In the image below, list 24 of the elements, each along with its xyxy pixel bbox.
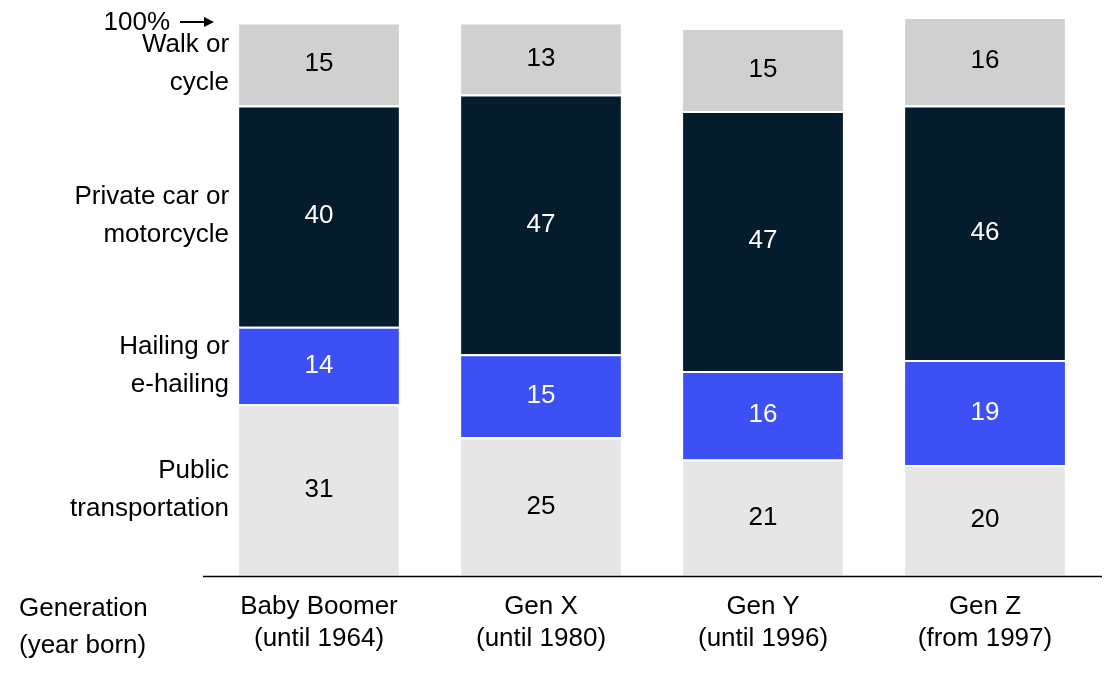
x-tick-label: Gen X (until 1980) <box>475 590 607 652</box>
x-tick-label: Gen Y (until 1996) <box>697 590 829 652</box>
data-label: 47 <box>748 224 778 255</box>
data-label: 15 <box>748 52 778 83</box>
data-label: 20 <box>970 503 1000 534</box>
data-label: 40 <box>304 199 334 230</box>
data-label: 13 <box>526 41 556 72</box>
series-label: Hailing or e-hailing <box>119 329 230 398</box>
series-label: Private car or motorcycle <box>74 180 230 249</box>
data-label: 15 <box>526 379 556 410</box>
data-label: 14 <box>304 348 334 379</box>
data-label: 46 <box>970 215 1000 246</box>
x-tick-label: Gen Z (from 1997) <box>917 590 1053 652</box>
data-label: 31 <box>304 473 334 504</box>
data-label: 19 <box>970 395 1000 426</box>
data-label: 16 <box>970 44 1000 75</box>
x-axis-title: Generation (year born) <box>19 591 148 659</box>
data-label: 47 <box>526 207 556 238</box>
data-label: 15 <box>304 47 334 78</box>
data-label: 16 <box>748 398 778 429</box>
data-label: 21 <box>748 500 778 531</box>
data-label: 25 <box>526 489 556 520</box>
series-label: Public transportation <box>70 454 230 523</box>
x-tick-label: Baby Boomer (until 1964) <box>240 590 399 652</box>
